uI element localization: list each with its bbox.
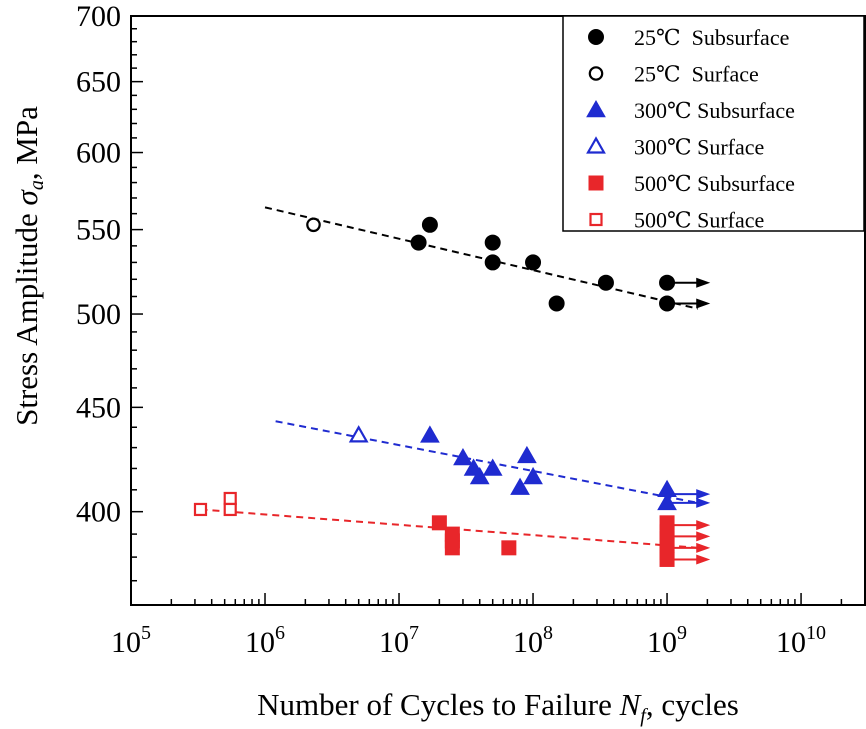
runout-arrow-head (696, 520, 711, 531)
runout-arrow-head (696, 489, 711, 500)
data-point-square (444, 540, 460, 556)
data-point-circle (484, 254, 501, 271)
y-tick-label: 500 (76, 298, 121, 331)
y-tick-label: 700 (76, 0, 121, 33)
legend-label: 300℃ Subsurface (634, 98, 795, 123)
runout-arrow-head (696, 542, 711, 553)
runout-arrow-head (696, 531, 711, 542)
x-tick-label: 106 (245, 622, 285, 659)
y-tick-label: 600 (76, 137, 121, 170)
data-point-triangle (348, 425, 369, 443)
data-point-triangle (510, 477, 530, 495)
data-point-triangle (657, 492, 677, 511)
data-point-circle (421, 216, 438, 233)
x-tick-label: 107 (379, 622, 419, 659)
legend-marker-circle (588, 29, 604, 45)
fit-line (264, 206, 699, 310)
legend-box (562, 15, 865, 232)
data-point-square (431, 515, 447, 531)
data-point-triangle (420, 425, 440, 443)
legend-marker-square (588, 175, 604, 191)
legend-label: 300℃ Surface (634, 135, 764, 160)
data-point-square (223, 502, 237, 517)
legend-label: 500℃ Surface (634, 208, 764, 233)
fit-line (275, 420, 699, 504)
legend-label: 25℃ Surface (634, 62, 759, 87)
x-tick-label: 108 (513, 622, 553, 659)
data-point-triangle (453, 447, 473, 466)
data-markers (193, 216, 677, 567)
legend: 25℃ Subsurface 25℃ Surface 300℃ Subsurface… (562, 15, 865, 233)
y-tick-label: 400 (76, 496, 121, 529)
data-point-circle (548, 295, 565, 312)
legend-marker-circle (588, 66, 604, 81)
y-tick-label: 450 (76, 391, 121, 424)
legend-label: 500℃ Subsurface (634, 171, 795, 196)
runout-arrow-head (696, 298, 711, 309)
runout-arrow-head (696, 497, 711, 508)
data-point-triangle (517, 445, 537, 464)
legend-marker-square (589, 212, 603, 227)
y-tick-label: 550 (76, 214, 121, 247)
data-point-circle (525, 254, 542, 271)
legend-label: 25℃ Subsurface (634, 25, 789, 50)
x-tick-label: 1010 (776, 622, 826, 659)
runout-arrows (671, 277, 711, 565)
x-tick-label: 109 (647, 622, 687, 659)
data-point-square (223, 491, 237, 506)
legend-marker-triangle (586, 136, 606, 154)
x-tick-label: 105 (111, 622, 151, 659)
data-point-triangle (523, 466, 543, 485)
data-point-triangle (469, 466, 490, 485)
data-point-square (193, 502, 208, 517)
y-tick-label: 650 (76, 66, 121, 99)
data-point-circle (484, 234, 501, 251)
legend-marker-triangle (586, 99, 606, 118)
data-point-square (501, 540, 517, 556)
data-point-circle (306, 217, 321, 233)
fit-lines (200, 206, 699, 549)
plot-frame (130, 15, 866, 606)
data-point-triangle (482, 458, 503, 476)
y-axis-title: Stress Amplitude σa, MPa (9, 106, 48, 426)
x-axis-ticks: 105 106 107 108 109 1010 (111, 593, 866, 659)
data-point-circle (597, 274, 614, 291)
runout-arrow-head (696, 554, 711, 565)
x-axis-title: Number of Cycles to Failure Nf, cycles (257, 687, 739, 727)
y-axis-ticks: 400 450 500 550 600 650 700 (76, 0, 143, 582)
data-point-circle (410, 234, 427, 251)
runout-arrow-head (696, 277, 711, 288)
